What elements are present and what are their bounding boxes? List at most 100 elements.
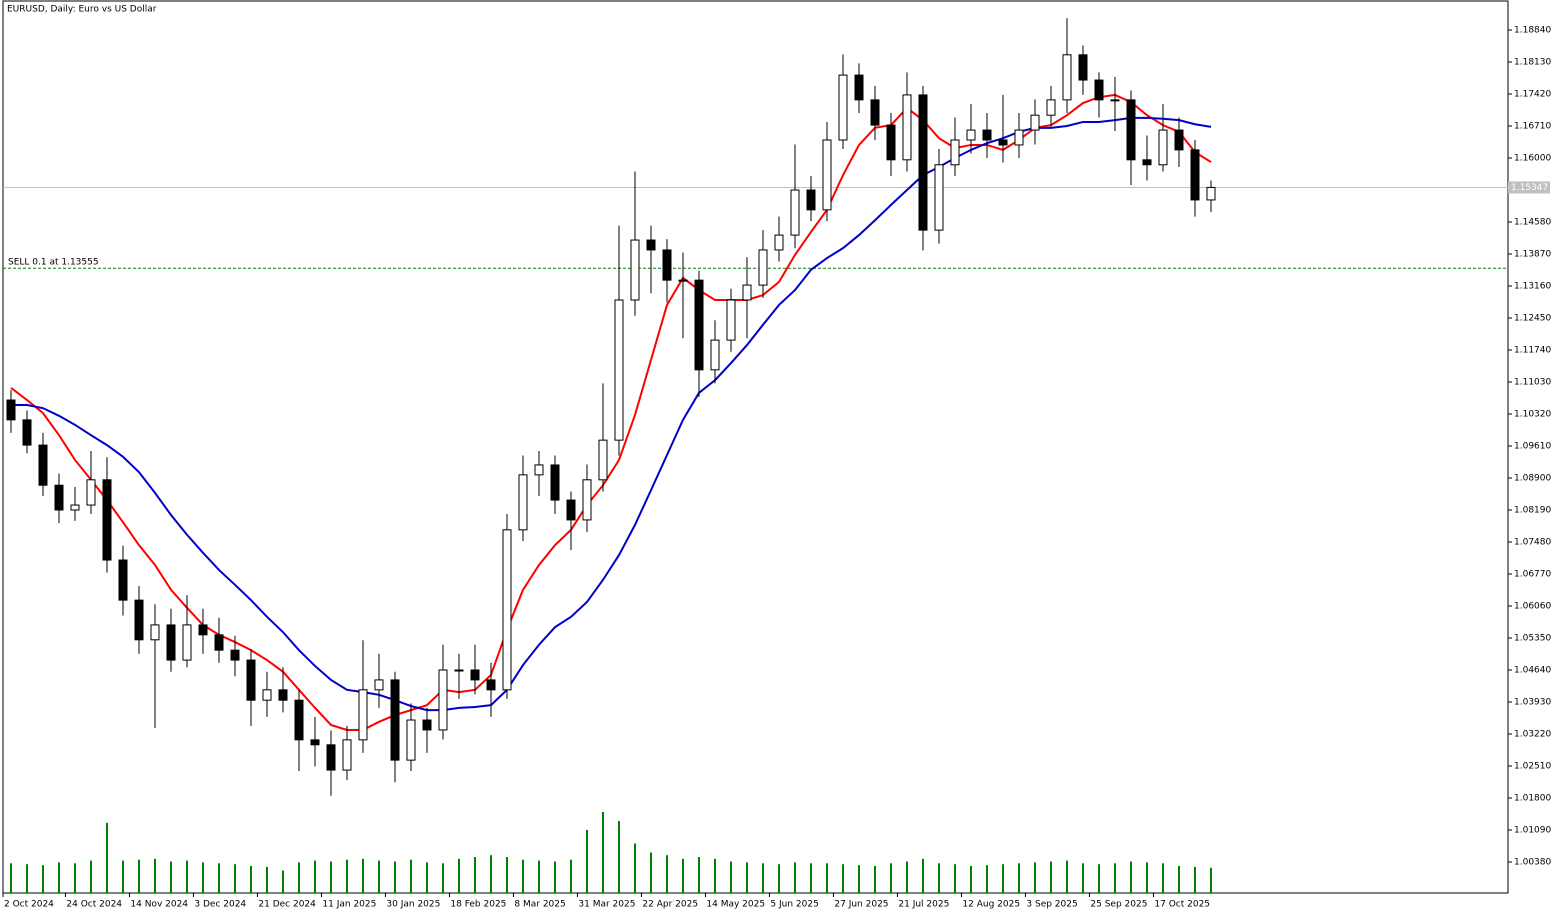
x-tick-label: 22 Apr 2025 (642, 900, 698, 910)
volume-bar (650, 852, 652, 893)
volume-bar (10, 863, 12, 893)
volume-bar (730, 861, 732, 893)
candle-body (1094, 79, 1104, 101)
candle-body (262, 689, 272, 701)
candle-body (1206, 186, 1216, 201)
volume-bar (1066, 860, 1068, 893)
candle-body (1062, 54, 1072, 101)
volume-bar (234, 864, 236, 893)
volume-bar (1050, 861, 1052, 893)
candle-body (694, 279, 704, 371)
candle-body (566, 499, 576, 521)
x-tick-label: 30 Jan 2025 (386, 900, 440, 910)
volume-bar (186, 860, 188, 893)
volume-bar (1018, 863, 1020, 893)
candle-body (1158, 129, 1168, 166)
volume-bar (698, 857, 700, 893)
candle-body (422, 719, 432, 731)
current-price-box (1508, 181, 1550, 194)
x-tick-label: 27 Jun 2025 (834, 900, 888, 910)
candle-body (198, 624, 208, 636)
candle-body (966, 129, 976, 141)
volume-bar (890, 863, 892, 893)
volume-bar (682, 858, 684, 893)
volume-bar (1082, 863, 1084, 893)
candle-body (854, 74, 864, 101)
y-tick-label: 1.12450 (1514, 314, 1551, 324)
chart-title: EURUSD, Daily: Euro vs US Dollar (7, 5, 157, 15)
volume-bar (794, 862, 796, 893)
candle-body (630, 239, 640, 301)
candle-body (550, 464, 560, 501)
x-tick-label: 2 Oct 2024 (4, 900, 54, 910)
volume-bar (394, 861, 396, 893)
candle-body (806, 189, 816, 211)
candle-body (534, 464, 544, 476)
y-tick-label: 1.16000 (1514, 154, 1551, 164)
volume-bar (330, 861, 332, 893)
candle-body (662, 249, 672, 281)
volume-bar (122, 860, 124, 893)
volume-bar (90, 860, 92, 893)
volume-bar (906, 861, 908, 893)
volume-bar (1034, 862, 1036, 893)
volume-bar (202, 862, 204, 893)
y-tick-label: 1.01800 (1514, 793, 1551, 803)
volume-bar (218, 863, 220, 893)
candle-body (598, 439, 608, 481)
candle-body (438, 669, 448, 731)
candle-body (294, 699, 304, 741)
candle-body (22, 419, 32, 446)
volume-bar (602, 812, 604, 893)
volume-bar (522, 859, 524, 893)
candle-body (998, 139, 1008, 146)
volume-bar (426, 862, 428, 893)
volume-bar (858, 865, 860, 893)
candle-body (582, 479, 592, 521)
candle-body (1046, 99, 1056, 116)
candle-body (310, 739, 320, 746)
order-label: SELL 0.1 at 1.13555 (8, 258, 99, 268)
y-tick-label: 1.17420 (1514, 90, 1551, 100)
candle-body (374, 679, 384, 691)
y-tick-label: 1.18130 (1514, 58, 1551, 68)
candle-body (790, 189, 800, 236)
volume-bar (58, 862, 60, 893)
volume-bar (106, 822, 108, 893)
volume-bar (714, 858, 716, 893)
candle-body (134, 599, 144, 641)
candle-body (1030, 114, 1040, 131)
volume-bar (42, 865, 44, 893)
volume-bar (378, 860, 380, 893)
candle-body (214, 634, 224, 651)
volume-bar (506, 857, 508, 893)
y-tick-label: 1.02510 (1514, 761, 1551, 771)
candle-body (1014, 129, 1024, 146)
volume-bar (778, 864, 780, 893)
volume-bar (1178, 866, 1180, 893)
candle-body (182, 624, 192, 661)
volume-bar (938, 863, 940, 893)
volume-bar (1194, 866, 1196, 893)
x-tick-label: 5 Jun 2025 (770, 900, 818, 910)
candle-body (1078, 54, 1088, 81)
candle-body (822, 139, 832, 211)
x-tick-label: 14 May 2025 (706, 900, 765, 910)
candle-body (678, 279, 688, 282)
candle-body (230, 649, 240, 661)
volume-bar (970, 866, 972, 893)
volume-bar (618, 821, 620, 893)
candle-body (70, 504, 80, 511)
candle-body (1174, 129, 1184, 151)
candle-body (982, 129, 992, 141)
volume-bar (1146, 862, 1148, 893)
candle-body (86, 479, 96, 506)
candle-body (1142, 159, 1152, 166)
volume-bar (538, 860, 540, 893)
volume-bar (1130, 861, 1132, 893)
volume-bar (1162, 863, 1164, 893)
y-tick-label: 1.08190 (1514, 506, 1551, 516)
